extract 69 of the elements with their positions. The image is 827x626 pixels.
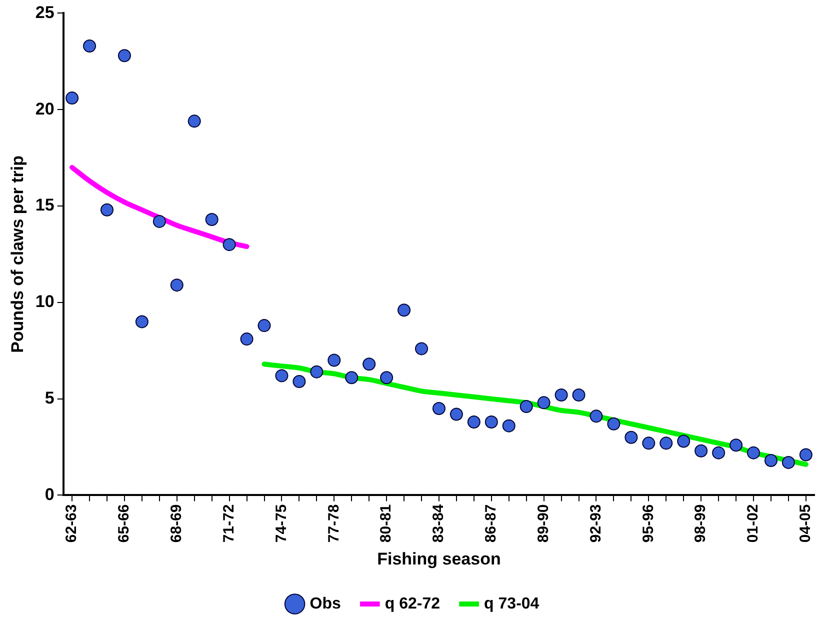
point [380, 371, 394, 384]
y-tick-label: 20 [35, 99, 54, 118]
point [572, 388, 586, 402]
point [537, 396, 550, 410]
point [590, 410, 603, 423]
point [502, 419, 516, 432]
point [170, 278, 184, 292]
legend-label: Obs [310, 595, 342, 612]
point [222, 238, 236, 252]
x-tick-label: 92-93 [587, 504, 604, 543]
point [345, 371, 358, 384]
point [660, 436, 673, 450]
x-tick-label: 01-02 [744, 504, 762, 543]
point [328, 354, 341, 367]
point [730, 438, 743, 452]
y-axis-title: Pounds of claws per trip [8, 156, 27, 353]
point [467, 415, 480, 428]
x-tick-label: 68-69 [168, 504, 186, 543]
point [677, 434, 690, 448]
point [398, 304, 411, 317]
point [258, 319, 271, 332]
point [642, 436, 656, 450]
x-tick-label: 74-75 [272, 504, 290, 543]
point [188, 114, 201, 128]
y-tick-label: 5 [44, 388, 54, 408]
point [415, 342, 428, 356]
y-tick-label: 0 [44, 484, 54, 504]
x-axis-title: Fishing season [377, 549, 501, 568]
point [292, 374, 306, 388]
legend-label: q 62-72 [384, 595, 440, 612]
y-tick-label: 15 [35, 196, 54, 215]
point [66, 92, 79, 105]
x-tick-label: 80-81 [378, 504, 395, 543]
point [694, 444, 708, 458]
y-tick-label: 10 [35, 292, 54, 312]
x-tick-label: 83-84 [430, 504, 448, 543]
point [764, 454, 778, 468]
point [450, 408, 463, 421]
point [432, 402, 446, 415]
x-tick-label: 86-87 [482, 504, 500, 543]
x-tick-label: 62-63 [63, 504, 80, 543]
x-tick-label: 89-90 [534, 504, 552, 543]
point [118, 49, 131, 62]
point [135, 315, 148, 328]
point [712, 446, 726, 460]
x-tick-label: 95-96 [640, 504, 657, 543]
point [520, 400, 533, 414]
legend-label: q 73-04 [484, 595, 540, 612]
point [624, 430, 638, 444]
point [310, 365, 324, 378]
x-tick-label: 77-78 [325, 504, 342, 543]
point [607, 417, 620, 430]
x-tick-label: 71-72 [220, 504, 238, 543]
point [205, 213, 218, 226]
point [83, 39, 96, 52]
point [100, 203, 114, 216]
x-tick-label: 65-66 [116, 504, 133, 543]
point [152, 214, 166, 228]
point [747, 446, 760, 460]
point [782, 456, 795, 469]
y-tick-label: 25 [35, 2, 54, 22]
point [799, 448, 812, 462]
x-tick-label: 04-05 [797, 504, 814, 543]
point [362, 358, 376, 371]
point [240, 332, 254, 346]
x-tick-label: 98-99 [692, 504, 710, 543]
point [554, 388, 568, 402]
point [275, 369, 288, 382]
point [484, 415, 498, 428]
